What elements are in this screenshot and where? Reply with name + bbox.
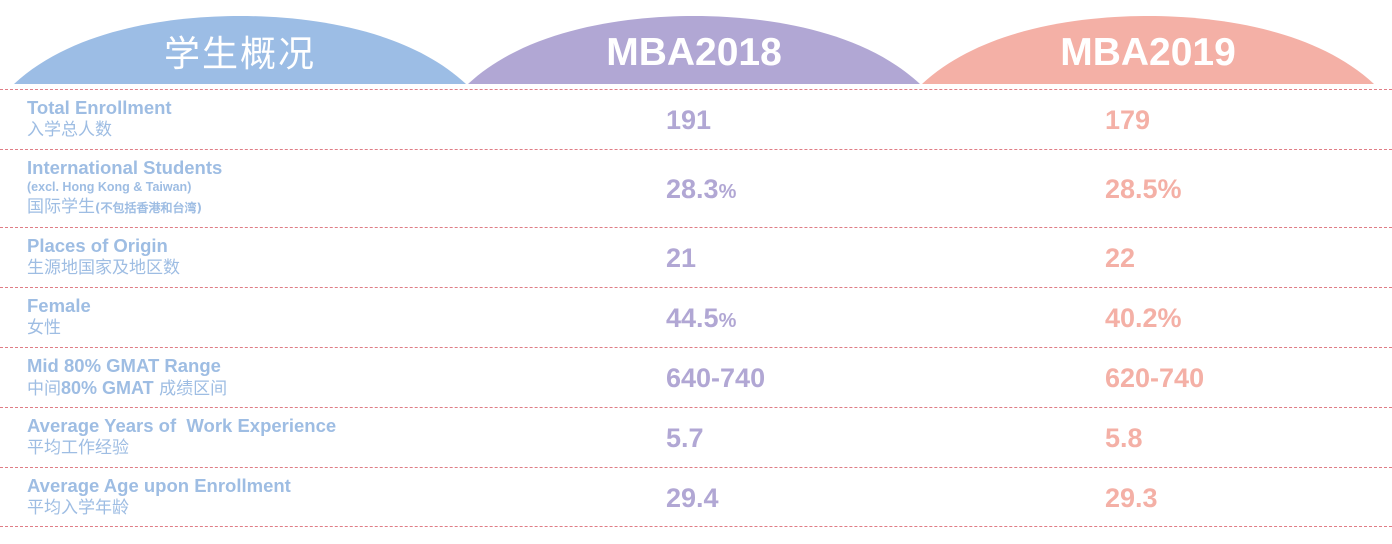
value-2018: 640-740 xyxy=(666,363,766,393)
value-2018-unit: % xyxy=(718,310,737,332)
table-row-gmat-range: Mid 80% GMAT Range 中间80% GMAT 成绩区间 640-7… xyxy=(0,347,1392,407)
row-label: Female 女性 xyxy=(27,294,91,339)
value-2018: 28.3% xyxy=(666,174,736,207)
table-row-female: Female 女性 44.5% 40.2% xyxy=(0,287,1392,347)
value-2019: 28.5% xyxy=(1105,174,1182,204)
value-2018-number: 44.5 xyxy=(666,303,719,333)
value-2019: 22 xyxy=(1105,243,1136,273)
row-label-en: Female xyxy=(27,295,91,316)
student-profile-table: Total Enrollment 入学总人数 191 179 Internati… xyxy=(0,89,1392,527)
value-2018: 44.5% xyxy=(666,303,736,336)
value-2018: 5.7 xyxy=(666,423,704,453)
table-row-average-age: Average Age upon Enrollment 平均入学年龄 29.4 … xyxy=(0,467,1392,527)
row-label-cn: 平均工作经验 xyxy=(27,438,129,458)
header-title-profile: 学生概况 xyxy=(163,34,316,75)
row-label-en: International Students xyxy=(27,157,223,178)
value-2018-unit: % xyxy=(718,181,737,203)
value-2018: 191 xyxy=(666,105,712,135)
row-label-en: Total Enrollment xyxy=(27,97,172,118)
row-label-cn: 国际学生(不包括香港和台湾) xyxy=(27,196,222,219)
value-2019: 5.8 xyxy=(1105,423,1143,453)
header-tab-mba2019: MBA2019 xyxy=(922,16,1374,84)
value-2019: 29.3 xyxy=(1105,483,1158,513)
header-tab-profile: 学生概况 xyxy=(14,16,466,84)
row-label-cn-post: 成绩区间 xyxy=(153,379,228,399)
row-label: International Students (excl. Hong Kong … xyxy=(27,156,222,219)
row-label-note: (excl. Hong Kong & Taiwan) xyxy=(27,180,192,194)
row-label-cn: 生源地国家及地区数 xyxy=(27,258,180,278)
value-2019: 620-740 xyxy=(1105,363,1205,393)
row-label: Total Enrollment 入学总人数 xyxy=(27,96,172,141)
tab-shape xyxy=(14,16,466,84)
column-headers: 学生概况 MBA2018 MBA2019 xyxy=(0,0,1392,86)
row-label-en: Mid 80% GMAT Range xyxy=(27,355,221,376)
row-label: Average Years of Work Experience 平均工作经验 xyxy=(27,414,336,459)
row-label-cn-bold: 80% GMAT xyxy=(61,378,154,398)
row-label-cn: 平均入学年龄 xyxy=(27,498,129,518)
tab-shape xyxy=(922,16,1374,84)
row-label: Places of Origin 生源地国家及地区数 xyxy=(27,234,180,279)
row-label-en: Average Age upon Enrollment xyxy=(27,475,291,496)
tab-shape xyxy=(468,16,920,84)
value-2018-number: 28.3 xyxy=(666,174,719,204)
row-label-cn-note: (不包括香港和台湾) xyxy=(95,201,202,215)
value-2018: 29.4 xyxy=(666,483,719,513)
row-label-cn: 中间80% GMAT 成绩区间 xyxy=(27,377,227,400)
row-label-cn: 女性 xyxy=(27,318,61,338)
row-label-cn-pre: 中间 xyxy=(27,379,61,399)
value-2019: 40.2% xyxy=(1105,303,1182,333)
row-label-cn: 入学总人数 xyxy=(27,120,112,140)
table-row-total-enrollment: Total Enrollment 入学总人数 191 179 xyxy=(0,89,1392,149)
table-row-work-experience: Average Years of Work Experience 平均工作经验 … xyxy=(0,407,1392,467)
header-title-mba2019: MBA2019 xyxy=(1060,31,1236,74)
row-label-en: Places of Origin xyxy=(27,235,168,256)
row-label-cn-main: 国际学生 xyxy=(27,197,95,217)
row-label: Average Age upon Enrollment 平均入学年龄 xyxy=(27,474,291,519)
header-tab-mba2018: MBA2018 xyxy=(468,16,920,84)
row-label: Mid 80% GMAT Range 中间80% GMAT 成绩区间 xyxy=(27,354,227,400)
table-row-international-students: International Students (excl. Hong Kong … xyxy=(0,149,1392,227)
row-label-en: Average Years of Work Experience xyxy=(27,415,337,436)
header-title-mba2018: MBA2018 xyxy=(606,31,782,74)
value-2019: 179 xyxy=(1105,105,1151,135)
table-row-places-of-origin: Places of Origin 生源地国家及地区数 21 22 xyxy=(0,227,1392,287)
value-2018: 21 xyxy=(666,243,697,273)
